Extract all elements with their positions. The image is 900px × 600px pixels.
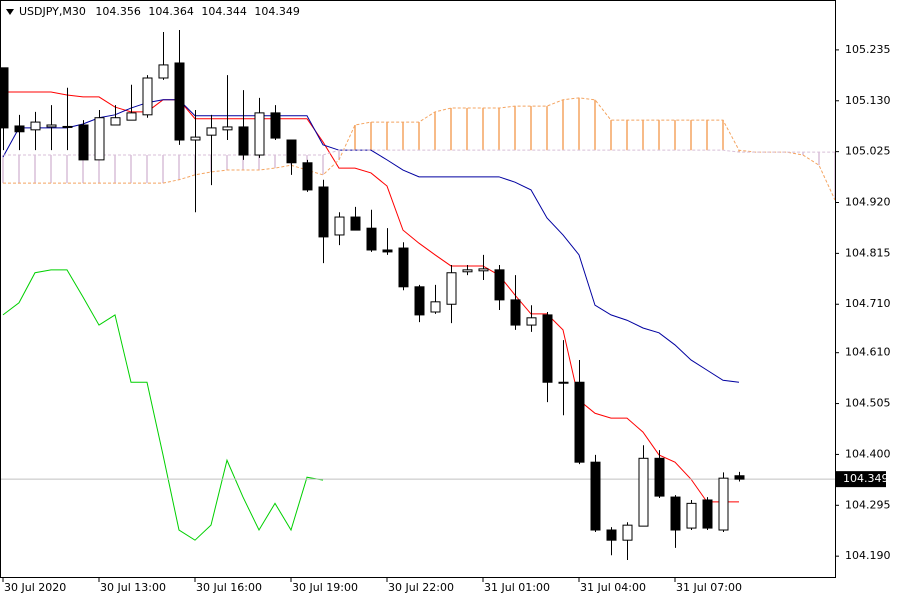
y-tick-label: 104.610 <box>845 346 891 359</box>
candle-body <box>462 269 473 273</box>
header-close: 104.349 <box>254 5 300 18</box>
candle-body <box>494 269 505 301</box>
candle-body <box>686 502 697 529</box>
candle-body <box>78 124 89 161</box>
header-open: 104.356 <box>95 5 141 18</box>
candle-body <box>350 216 361 231</box>
candle-body <box>126 112 137 121</box>
candle-body <box>14 125 25 133</box>
candle-body <box>622 524 633 541</box>
candle-body <box>46 124 57 128</box>
symbol: USDJPY,M30 <box>19 5 86 18</box>
candle-body <box>62 125 73 128</box>
candle-body <box>222 126 233 131</box>
header-low: 104.344 <box>201 5 247 18</box>
candle-body <box>302 162 313 191</box>
plot-frame <box>0 0 836 578</box>
x-tick-label: 30 Jul 2020 <box>4 581 66 594</box>
candle-body <box>110 117 121 126</box>
x-tick-label: 31 Jul 01:00 <box>484 581 550 594</box>
candle-body <box>334 216 345 236</box>
y-tick-label: 105.235 <box>845 43 891 56</box>
x-tick-label: 31 Jul 07:00 <box>676 581 742 594</box>
candle-body <box>142 77 153 116</box>
indicator-line <box>2 269 324 541</box>
y-tick-label: 104.505 <box>845 397 891 410</box>
candle-body <box>734 475 745 480</box>
candle-body <box>654 457 665 497</box>
candle-body <box>318 186 329 238</box>
candle-body <box>574 381 585 463</box>
candle-body <box>286 139 297 164</box>
header: USDJPY,M30 104.356 104.364 104.344 104.3… <box>19 5 300 18</box>
header-high: 104.364 <box>148 5 194 18</box>
y-tick-label: 105.130 <box>845 94 891 107</box>
candle-body <box>638 457 649 527</box>
y-tick-label: 104.920 <box>845 196 891 209</box>
candle-body <box>94 117 105 161</box>
candle-body <box>30 121 41 131</box>
indicator-line <box>2 99 740 383</box>
y-tick-label: 104.815 <box>845 246 891 259</box>
candle-body <box>366 227 377 251</box>
candle-body <box>206 127 217 136</box>
candle-body <box>238 126 249 156</box>
candle-body <box>254 112 265 156</box>
candle-body <box>558 381 569 384</box>
indicator-line <box>3 97 836 201</box>
x-tick-label: 30 Jul 16:00 <box>196 581 262 594</box>
candle-body <box>718 477 729 531</box>
candle-body <box>190 136 201 141</box>
candle-body <box>590 461 601 531</box>
candle-body <box>270 112 281 139</box>
y-tick-label: 104.400 <box>845 447 891 460</box>
candle-body <box>382 249 393 253</box>
candle-body <box>414 286 425 316</box>
candle-body <box>174 62 185 141</box>
y-tick-label: 104.190 <box>845 549 891 562</box>
candle-body <box>430 301 441 313</box>
current-price-box <box>836 471 886 488</box>
y-tick-label: 105.025 <box>845 145 891 158</box>
candle-body <box>0 67 9 129</box>
candle-body <box>158 64 169 79</box>
y-tick-label: 104.295 <box>845 498 891 511</box>
candle-body <box>510 299 521 326</box>
candle-body <box>446 272 457 305</box>
x-tick-label: 30 Jul 22:00 <box>388 581 454 594</box>
indicator-line <box>3 149 835 156</box>
candle-body <box>478 268 489 272</box>
y-tick-label: 104.710 <box>845 297 891 310</box>
candle-body <box>398 247 409 288</box>
x-tick-label: 31 Jul 04:00 <box>580 581 646 594</box>
x-tick-label: 30 Jul 13:00 <box>100 581 166 594</box>
menu-arrow <box>6 9 14 15</box>
candle-body <box>542 314 553 383</box>
x-tick-label: 30 Jul 19:00 <box>292 581 358 594</box>
candle-body <box>670 496 681 531</box>
candle-body <box>702 499 713 529</box>
candle-body <box>526 317 537 326</box>
current-price-label: 104.349 <box>843 472 889 485</box>
candle-body <box>606 529 617 541</box>
